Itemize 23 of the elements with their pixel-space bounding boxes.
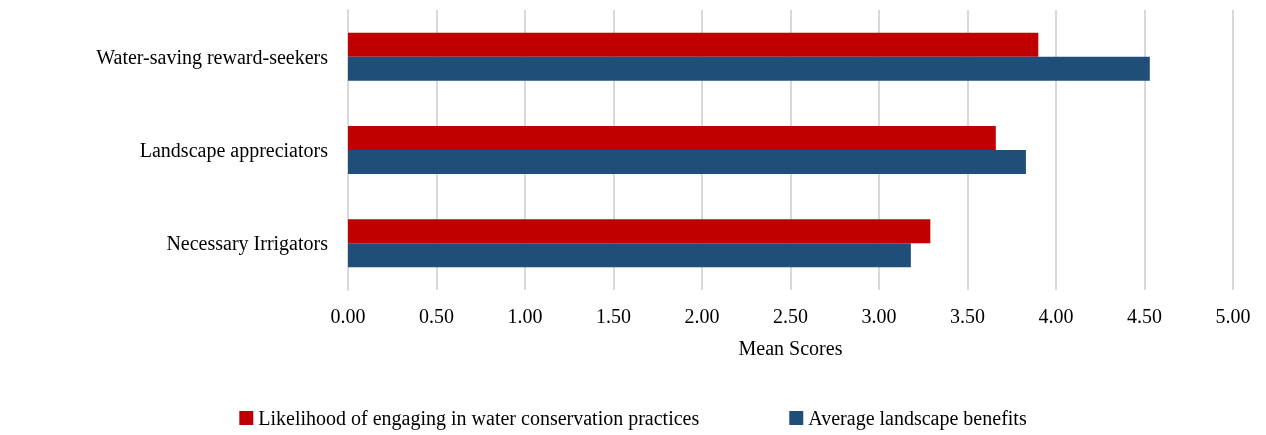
x-tick-label: 2.00	[684, 305, 720, 327]
y-tick-label: Water-saving reward-seekers	[96, 45, 329, 69]
bar	[348, 56, 1150, 81]
bar	[348, 219, 931, 244]
y-tick-label: Landscape appreciators	[139, 139, 329, 162]
x-tick-label: 1.00	[507, 305, 543, 327]
bar	[348, 243, 911, 268]
x-tick-label: 3.50	[950, 305, 985, 327]
x-tick-label: 0.00	[330, 305, 366, 327]
x-tick-label: 0.50	[419, 305, 454, 327]
legend-label: Likelihood of engaging in water conservation practices	[258, 407, 700, 430]
x-tick-label: 1.50	[596, 305, 631, 327]
x-tick-label: 4.00	[1038, 305, 1074, 327]
x-tick-label: 2.50	[773, 305, 808, 327]
x-tick-label: 5.00	[1215, 305, 1251, 327]
x-tick-label: 4.50	[1127, 305, 1162, 327]
bar	[348, 32, 1039, 57]
legend-label: Average landscape benefits	[808, 407, 1027, 430]
bar	[348, 150, 1026, 174]
bar	[348, 126, 996, 150]
x-axis-title: Mean Scores	[738, 337, 843, 359]
y-tick-label: Necessary Irrigators	[166, 232, 329, 256]
x-tick-label: 3.00	[861, 305, 897, 327]
